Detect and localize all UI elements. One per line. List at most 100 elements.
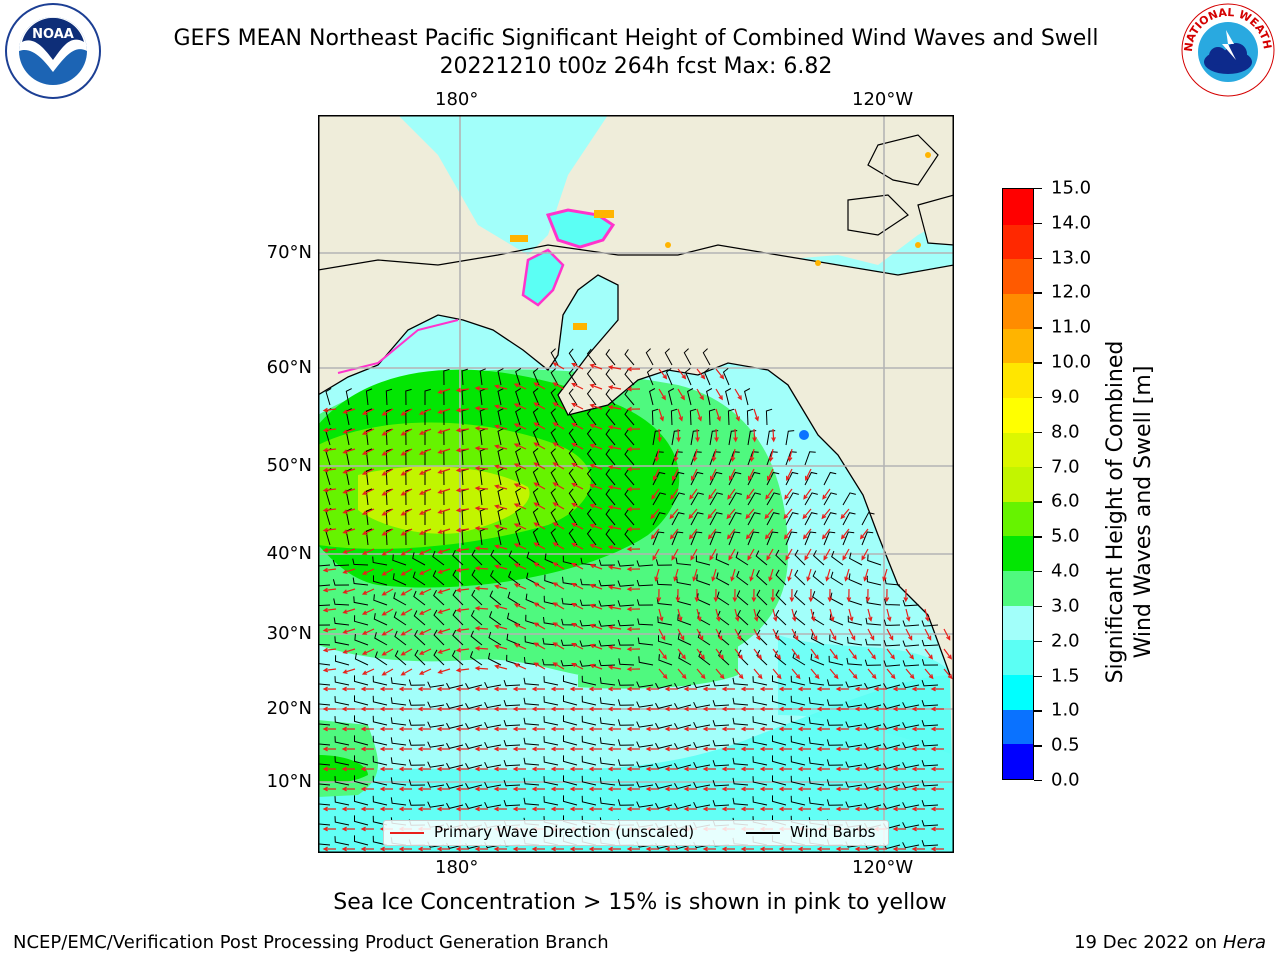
- wind-barb: [790, 715, 806, 726]
- wind-barb: [605, 429, 616, 446]
- wave-direction-arrow: [341, 826, 355, 832]
- wave-direction-arrow: [672, 468, 679, 481]
- wave-direction-arrow: [607, 786, 621, 792]
- wind-barb: [523, 797, 540, 806]
- wave-direction-arrow: [626, 546, 641, 552]
- wind-barb: [790, 795, 806, 806]
- wave-direction-arrow: [607, 525, 622, 530]
- wave-direction-arrow: [658, 648, 668, 660]
- wind-barb: [652, 492, 666, 506]
- wave-direction-arrow: [417, 746, 431, 752]
- wave-direction-arrow: [513, 443, 527, 450]
- colorbar-segment: [1003, 466, 1033, 502]
- wind-barb: [847, 636, 863, 646]
- wind-barb: [715, 553, 730, 566]
- wave-direction-arrow: [398, 706, 412, 712]
- wind-barb: [452, 609, 464, 626]
- wave-direction-arrow: [361, 608, 375, 615]
- wind-barb: [845, 701, 863, 708]
- wave-direction-arrow: [829, 648, 839, 660]
- wind-barb: [385, 468, 393, 486]
- wave-direction-arrow: [398, 746, 412, 752]
- wind-barb: [586, 468, 597, 486]
- colorbar-tick: [1034, 188, 1042, 190]
- wind-barb: [752, 696, 768, 706]
- wind-barb: [503, 779, 521, 787]
- wave-direction-arrow: [513, 463, 527, 470]
- wave-direction-arrow: [658, 368, 668, 380]
- wave-direction-arrow: [322, 407, 337, 413]
- wave-direction-arrow: [589, 383, 603, 390]
- wave-direction-arrow: [821, 508, 831, 520]
- wave-direction-arrow: [626, 786, 640, 792]
- wind-barb: [586, 408, 597, 426]
- wave-direction-arrow: [418, 448, 432, 455]
- wave-direction-arrow: [360, 786, 374, 792]
- wind-barb: [507, 591, 521, 606]
- wave-direction-arrow: [493, 706, 507, 712]
- wind-barb: [471, 569, 483, 586]
- wind-barb: [461, 368, 468, 386]
- colorbar-tick-label: 0.0: [1051, 769, 1080, 791]
- wind-barb: [712, 680, 730, 687]
- wave-direction-arrow: [759, 806, 773, 812]
- wind-barbs: [318, 348, 939, 850]
- wave-direction-arrow: [626, 626, 641, 632]
- wind-barb: [706, 388, 713, 406]
- wind-barb: [354, 835, 369, 846]
- wave-direction-arrow: [816, 846, 830, 852]
- wind-barb: [902, 762, 920, 769]
- wave-direction-arrow: [759, 746, 773, 752]
- wave-direction-arrow: [911, 826, 925, 832]
- wind-barb: [334, 756, 350, 766]
- colorbar-segment: [1003, 501, 1033, 537]
- wave-direction-arrow: [768, 568, 774, 582]
- wave-direction-arrow: [658, 388, 666, 401]
- wave-direction-arrow: [911, 786, 925, 792]
- wave-direction-arrow: [727, 488, 736, 500]
- wave-direction-arrow: [683, 846, 697, 852]
- wind-barb: [354, 675, 369, 686]
- wind-barb: [921, 840, 939, 847]
- colorbar-tick-label: 1.5: [1051, 665, 1080, 687]
- wave-direction-arrow: [707, 508, 717, 520]
- wind-barb: [563, 755, 578, 766]
- wind-barb: [804, 512, 818, 526]
- wind-barb: [586, 528, 597, 546]
- wave-direction-arrow: [569, 766, 583, 772]
- wave-direction-arrow: [400, 468, 413, 476]
- wave-direction-arrow: [835, 846, 849, 852]
- wave-direction-arrow: [361, 668, 375, 675]
- wave-direction-arrow: [664, 766, 678, 772]
- wave-direction-arrow: [361, 568, 375, 575]
- wave-direction-arrow: [676, 428, 681, 443]
- wind-barb: [693, 681, 711, 689]
- wave-direction-arrow: [418, 608, 432, 615]
- wave-direction-arrow: [494, 544, 508, 550]
- wave-direction-arrow: [550, 786, 564, 792]
- wave-direction-arrow: [797, 846, 811, 852]
- wind-barb: [352, 577, 369, 586]
- wave-direction-arrow: [886, 628, 894, 641]
- wave-direction-arrow: [417, 846, 431, 852]
- wave-direction-arrow: [702, 726, 716, 732]
- wind-barb: [785, 451, 797, 466]
- wave-direction-arrow: [721, 726, 735, 732]
- wind-barb: [617, 759, 635, 766]
- wave-direction-arrow: [361, 408, 375, 415]
- wave-direction-arrow: [552, 662, 565, 670]
- wave-direction-arrow: [778, 726, 792, 732]
- wave-direction-arrow: [474, 666, 489, 671]
- wind-barb: [755, 550, 768, 566]
- wind-barb: [599, 757, 616, 766]
- wind-barb: [617, 739, 635, 746]
- wind-barb: [568, 348, 578, 366]
- wind-barbs-legend-label: Wind Barbs: [790, 823, 876, 841]
- wave-direction-arrow: [571, 663, 584, 670]
- wave-direction-arrow: [783, 508, 793, 520]
- wave-direction-arrow: [381, 548, 394, 556]
- wave-direction-arrow: [512, 686, 526, 692]
- wind-barb: [658, 635, 673, 646]
- wind-barb: [703, 368, 711, 386]
- wave-direction-arrow: [436, 806, 450, 812]
